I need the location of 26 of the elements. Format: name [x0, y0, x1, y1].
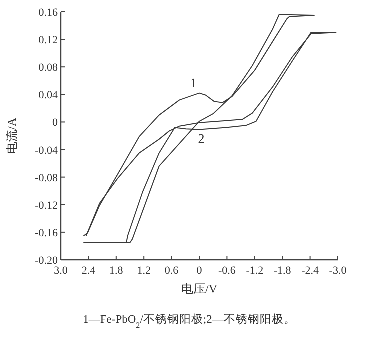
x-tick-label: 3.0: [54, 265, 68, 277]
y-axis-title: 电流/A: [5, 118, 19, 154]
text: 1—Fe-PbO$_{2}$/不锈钢阳极;2—不锈钢阳极。: [83, 313, 296, 330]
y-tick-label: 0.04: [38, 90, 58, 102]
y-tick-label: 0: [52, 117, 58, 130]
x-tick-label: 1.8: [110, 265, 124, 277]
x-axis-title: 电压/V: [182, 282, 218, 296]
x-tick-label: -0.6: [218, 265, 236, 277]
y-tick-label: 0.08: [38, 62, 58, 74]
y-tick-label: -0.12: [35, 200, 58, 212]
y-tick-label: 0.12: [38, 34, 58, 47]
y-tick-label: 0.16: [38, 7, 58, 19]
x-tick-label: -1.2: [246, 265, 264, 277]
y-tick-label: -0.04: [35, 144, 58, 157]
series-label: 1: [190, 75, 197, 90]
y-tick-label: -0.20: [35, 255, 58, 267]
x-tick-label: 2.4: [82, 265, 96, 277]
x-tick-label: 1.2: [137, 265, 151, 277]
x-tick-label: 0.6: [164, 265, 180, 277]
y-tick-label: -0.08: [35, 172, 58, 184]
x-tick-label: -1.8: [274, 265, 292, 277]
x-tick-label: -2.4: [302, 265, 320, 277]
series-label: 2: [198, 130, 205, 146]
x-tick-label: 0: [196, 265, 203, 277]
y-tick-label: -0.16: [35, 227, 58, 240]
x-tick-label: -3.0: [329, 265, 348, 277]
